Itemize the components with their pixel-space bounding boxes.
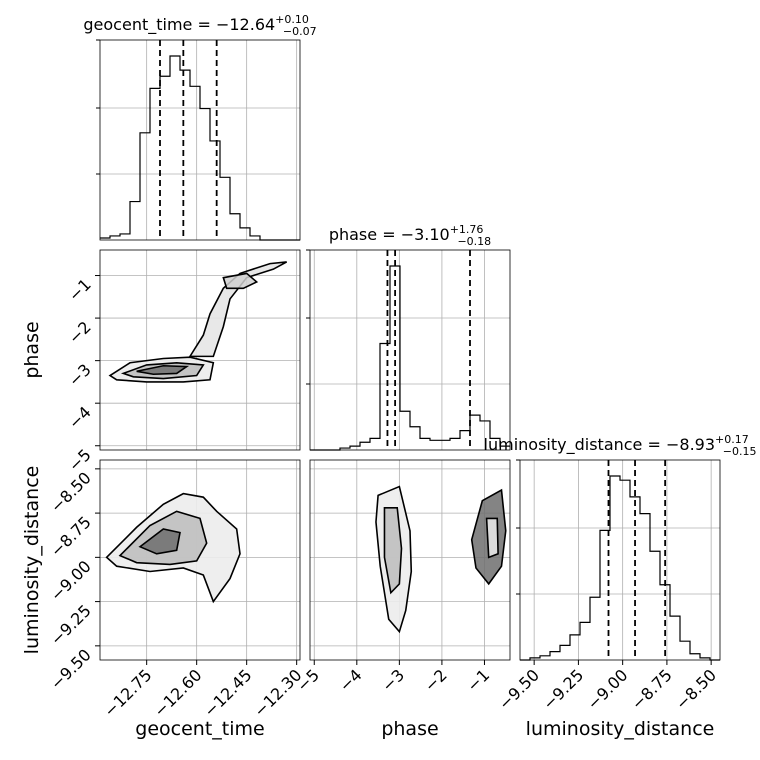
y-axis-label-phase: phase xyxy=(21,321,43,378)
y-tick-label-luminosity-distance: −8.75 xyxy=(47,512,95,560)
y-tick-label-luminosity-distance: −8.50 xyxy=(47,468,95,516)
hist-panel-phase: phase = −3.10+1.76 −0.18 xyxy=(306,223,511,451)
density-layer xyxy=(108,261,288,383)
y-tick-label-phase: −1 xyxy=(65,275,95,305)
density-layer xyxy=(375,485,507,634)
y-tick-label-luminosity-distance: −9.50 xyxy=(47,645,95,693)
title-lower-error: −0.15 xyxy=(723,445,757,458)
hist-panel-geocent-time: geocent_time = −12.64+0.10 −0.07 xyxy=(83,13,317,241)
x-tick-label-phase: −4 xyxy=(336,665,366,695)
x-tick-label-geocent-time: −12.60 xyxy=(150,665,205,720)
x-tick-label-luminosity-distance: −9.25 xyxy=(539,665,587,713)
x-tick-label-luminosity-distance: −9.50 xyxy=(495,665,543,713)
hist-panel-luminosity-distance: luminosity_distance = −8.93+0.17 −0.15 xyxy=(484,433,757,661)
title-upper-error: +0.10 xyxy=(275,13,309,26)
contour-level xyxy=(136,364,190,376)
contour-level xyxy=(138,528,181,555)
title-upper-error: +1.76 xyxy=(450,223,484,236)
title-value: luminosity_distance = −8.93 xyxy=(484,435,715,455)
histogram-step-geocent-time xyxy=(100,55,300,241)
title-value: phase = −3.10 xyxy=(329,225,450,244)
x-axis-label-luminosity-distance: luminosity_distance xyxy=(526,718,715,740)
y-tick-label-phase: −2 xyxy=(65,317,95,347)
density-layer xyxy=(105,492,241,604)
scatter-panel-geocent-time-vs-phase xyxy=(99,249,301,451)
contour-level xyxy=(485,517,499,559)
title-lower-error: −0.07 xyxy=(283,25,317,38)
scatter-panel-phase-vs-luminosity-distance xyxy=(309,459,511,661)
x-tick-label-phase: −2 xyxy=(421,665,451,695)
panel-title-phase: phase = −3.10+1.76 −0.18 xyxy=(329,223,491,248)
histogram-step-phase xyxy=(310,265,510,451)
panel-frame xyxy=(99,249,301,451)
y-tick-label-phase: −3 xyxy=(65,360,95,390)
panel-frame xyxy=(309,249,511,451)
panel-frame xyxy=(519,459,721,661)
panel-frame xyxy=(99,459,301,661)
y-tick-label-luminosity-distance: −9.00 xyxy=(47,557,95,605)
panel-frame xyxy=(309,459,511,661)
x-tick-label-phase: −1 xyxy=(463,665,493,695)
contour-level xyxy=(188,261,288,358)
title-value: geocent_time = −12.64 xyxy=(83,15,275,35)
y-tick-label-luminosity-distance: −9.25 xyxy=(47,601,95,649)
panel-title-luminosity-distance: luminosity_distance = −8.93+0.17 −0.15 xyxy=(484,433,757,458)
contour-level xyxy=(383,506,403,595)
x-axis-label-geocent-time: geocent_time xyxy=(135,718,264,740)
x-tick-label-luminosity-distance: −9.00 xyxy=(583,665,631,713)
y-tick-label-phase: −4 xyxy=(65,403,95,433)
x-tick-label-geocent-time: −12.30 xyxy=(250,665,305,720)
x-axis-label-phase: phase xyxy=(381,718,438,740)
panel-title-geocent-time: geocent_time = −12.64+0.10 −0.07 xyxy=(83,13,316,38)
x-tick-label-geocent-time: −12.75 xyxy=(100,665,155,720)
x-tick-label-geocent-time: −12.45 xyxy=(200,665,255,720)
x-tick-label-luminosity-distance: −8.75 xyxy=(628,665,676,713)
title-upper-error: +0.17 xyxy=(715,433,749,446)
title-lower-error: −0.18 xyxy=(457,235,491,248)
scatter-panel-geocent-time-vs-luminosity-distance xyxy=(99,459,301,661)
histogram-step-luminosity-distance xyxy=(520,475,720,661)
x-tick-label-phase: −5 xyxy=(293,665,323,695)
y-axis-label-luminosity-distance: luminosity_distance xyxy=(21,466,43,655)
x-tick-label-phase: −3 xyxy=(378,665,408,695)
panel-frame xyxy=(99,39,301,241)
contour-level xyxy=(222,272,259,290)
x-tick-label-luminosity-distance: −8.50 xyxy=(672,665,720,713)
